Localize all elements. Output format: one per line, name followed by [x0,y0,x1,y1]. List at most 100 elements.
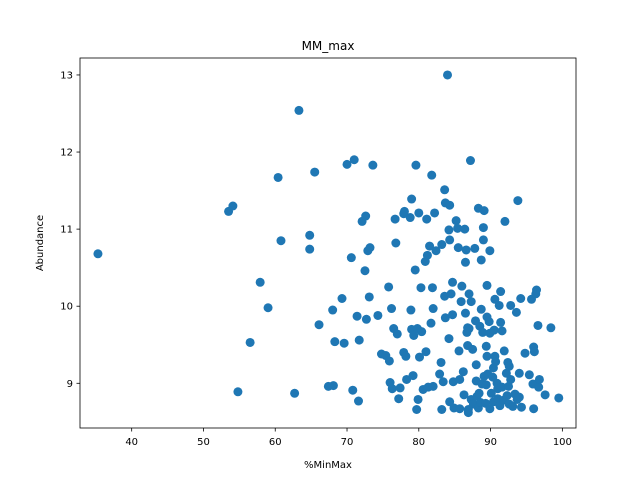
data-point [445,200,455,210]
data-point [485,404,495,414]
x-axis-ticks: 40 50 60 70 80 90 100 [125,428,572,448]
data-point [354,396,364,406]
data-point [504,361,514,371]
data-point [460,308,470,318]
data-point [426,318,436,328]
data-point [513,196,523,206]
data-point [365,243,375,253]
data-point [349,155,359,165]
data-point [534,374,544,384]
x-axis-label: %MinMax [304,460,352,471]
data-point [411,160,421,170]
data-point [361,211,371,221]
data-point [453,243,463,253]
data-point [427,283,437,293]
data-point [504,381,514,391]
data-point [440,185,450,195]
data-point [448,310,458,320]
data-point [361,314,371,324]
data-point [554,393,564,403]
data-point [328,305,338,315]
data-point [479,206,489,216]
data-point [460,257,470,267]
data-point [529,404,539,414]
data-point [466,297,476,307]
data-point [368,160,378,170]
data-point [468,344,478,354]
data-point [458,367,468,377]
data-point [506,374,516,384]
data-point [460,224,470,234]
data-point [228,201,238,211]
data-point [459,390,469,400]
data-point [524,370,534,380]
x-tick-label: 40 [125,437,138,448]
data-point [443,70,453,80]
data-point [508,401,518,411]
data-point [476,304,486,314]
data-point [444,225,454,235]
data-point [445,235,455,245]
data-point [392,329,402,339]
data-point [520,348,530,358]
data-point [421,347,431,357]
data-point [417,327,427,337]
data-point [337,294,347,303]
data-point [465,156,475,166]
data-point [430,208,440,218]
data-point [305,230,315,240]
data-point [496,317,506,327]
data-point [437,405,447,414]
data-point [427,170,437,180]
x-tick-label: 100 [553,437,572,448]
data-point [478,327,488,337]
data-point [478,223,488,233]
data-point [233,387,243,397]
data-point [455,374,465,384]
data-point [339,338,349,348]
data-point [360,266,370,276]
data-point [390,214,400,224]
data-point [482,351,492,361]
data-point [431,246,441,256]
data-point [494,300,504,310]
data-point [413,394,423,404]
data-point [412,405,422,414]
data-point [529,347,539,357]
data-point [310,167,320,177]
data-point [410,265,420,275]
data-point [394,394,404,404]
data-point [290,388,300,398]
x-tick-label: 70 [341,437,354,448]
data-point [245,337,255,347]
axes-frame [79,57,577,429]
data-point [540,390,550,400]
x-tick-label: 60 [269,437,282,448]
data-point [263,303,273,313]
data-point [484,317,494,327]
data-point [511,307,521,317]
data-point [408,371,418,381]
data-point [406,305,416,315]
data-point [330,337,340,347]
data-points [93,70,564,418]
data-point [399,206,409,216]
data-point [348,385,358,395]
data-point [401,351,411,361]
data-point [481,341,491,351]
data-point [478,235,488,245]
data-point [514,392,524,402]
data-point [364,292,374,302]
data-point [451,216,461,226]
data-point [456,297,466,307]
data-point [328,381,338,391]
data-point [255,277,265,287]
y-axis-label: Abundance [35,215,46,271]
data-point [409,331,419,340]
data-point [342,159,352,169]
data-point [489,325,499,335]
y-tick-label: 11 [60,225,73,236]
data-point [314,320,324,330]
